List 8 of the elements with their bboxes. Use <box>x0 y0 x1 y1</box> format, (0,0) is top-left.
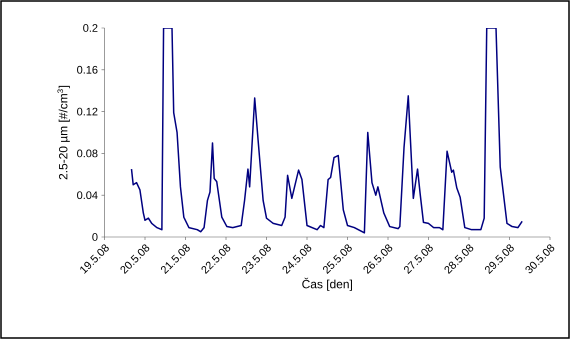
x-axis-title: Čas [den] <box>302 278 352 291</box>
y-tick-label: 0.16 <box>77 66 98 74</box>
y-tick-label: 0.12 <box>77 108 98 116</box>
y-tick-label: 0.08 <box>77 150 98 158</box>
y-tick-label: 0.04 <box>77 191 98 200</box>
y-tick-label: 0 <box>92 233 98 241</box>
y-axis-title: 2.5-20 µm [#/cm$^{3}$] <box>57 86 70 180</box>
y-tick-label: 0.2 <box>83 24 98 32</box>
